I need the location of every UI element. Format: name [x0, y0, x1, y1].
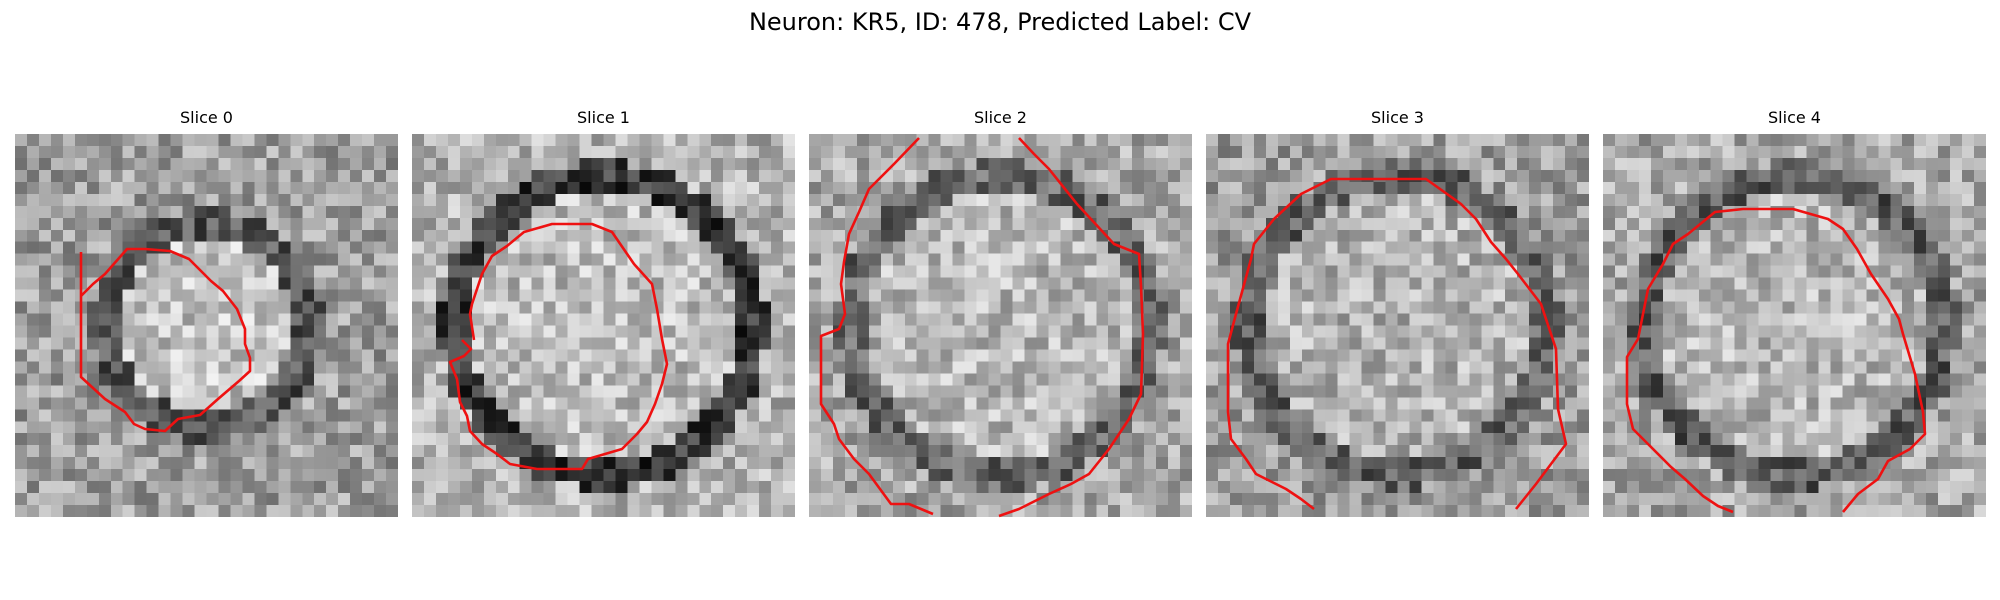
- panel-title-slice-1: Slice 1: [577, 108, 630, 127]
- panel-title-slice-4: Slice 4: [1768, 108, 1821, 127]
- slice-panel-3: [1206, 134, 1589, 517]
- panel-title-slice-3: Slice 3: [1371, 108, 1424, 127]
- contour-overlay-2: [819, 137, 1145, 518]
- contour-overlay-0: [79, 247, 252, 433]
- contour-line-4: [1625, 207, 1927, 514]
- slice-panel-4: [1603, 134, 1986, 517]
- slice-image-2: [809, 134, 1192, 517]
- contour-overlay-4: [1625, 207, 1927, 514]
- slice-panel-0: [15, 134, 398, 517]
- slice-panel-2: [809, 134, 1192, 518]
- contour-line-3: [1226, 177, 1568, 511]
- slice-image-3: [1206, 134, 1589, 517]
- contour-line-2: [819, 137, 934, 516]
- slice-panel-1: [412, 134, 795, 517]
- contour-line-0: [79, 247, 252, 433]
- panel-title-slice-0: Slice 0: [180, 108, 233, 127]
- figure-title: Neuron: KR5, ID: 478, Predicted Label: C…: [748, 8, 1252, 36]
- contour-line-1: [448, 222, 669, 471]
- slice-image-0: [15, 134, 398, 517]
- contour-overlay-1: [448, 222, 669, 471]
- contour-overlay-3: [1226, 177, 1568, 511]
- contour-line-2b: [998, 137, 1145, 518]
- panel-title-slice-2: Slice 2: [974, 108, 1027, 127]
- slice-image-4: [1603, 134, 1986, 517]
